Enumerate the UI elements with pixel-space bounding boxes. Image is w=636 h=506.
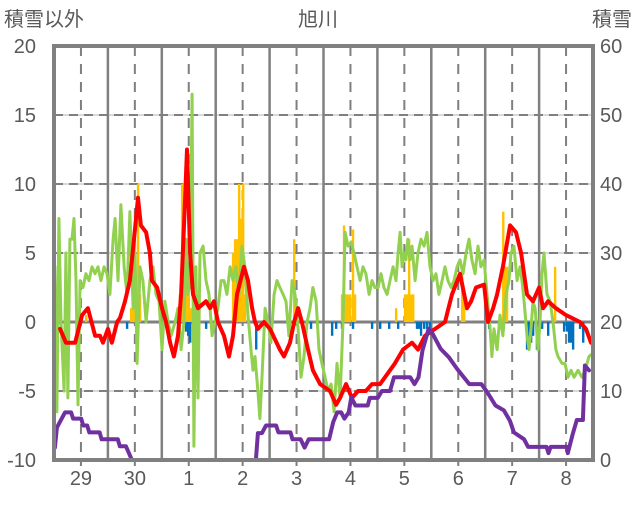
right-tick-label: 50 bbox=[600, 105, 622, 127]
negative-bar bbox=[562, 322, 566, 332]
positive-bar bbox=[189, 308, 193, 322]
positive-bar bbox=[348, 294, 352, 322]
positive-bar bbox=[351, 229, 355, 322]
plot-frame bbox=[52, 44, 595, 462]
grid bbox=[54, 46, 593, 466]
left-tick-label: 0 bbox=[25, 312, 36, 334]
right-axis-label: 積雪 bbox=[592, 8, 632, 31]
negative-bar bbox=[567, 322, 571, 343]
negative-bar bbox=[125, 322, 129, 329]
positive-bar bbox=[403, 294, 407, 322]
negative-bar bbox=[387, 322, 391, 329]
x-tick-label: 7 bbox=[507, 468, 518, 490]
negative-bar bbox=[334, 322, 338, 329]
positive-bar bbox=[237, 184, 241, 322]
negative-bar bbox=[184, 322, 188, 332]
negative-bar bbox=[330, 322, 334, 336]
positive-bar bbox=[353, 294, 357, 322]
right-tick-label: 10 bbox=[600, 381, 622, 403]
right-tick-label: 60 bbox=[600, 36, 622, 58]
x-tick-label: 8 bbox=[560, 468, 571, 490]
negative-bar bbox=[571, 322, 575, 350]
negative-bar bbox=[578, 322, 582, 329]
positive-bar bbox=[344, 294, 348, 322]
x-tick-label: 29 bbox=[70, 468, 92, 490]
left-tick-label: -5 bbox=[18, 381, 36, 403]
x-tick-label: 6 bbox=[453, 468, 464, 490]
green-series bbox=[53, 92, 594, 448]
positive-bar bbox=[233, 239, 237, 322]
left-tick-label: 5 bbox=[25, 243, 36, 265]
negative-bar bbox=[425, 322, 429, 329]
left-tick-label: -10 bbox=[7, 450, 36, 472]
negative-bar bbox=[569, 322, 573, 343]
positive-bar bbox=[292, 239, 296, 322]
x-tick-label: 3 bbox=[291, 468, 302, 490]
purple-series bbox=[52, 326, 591, 462]
negative-bar bbox=[309, 322, 313, 329]
positive-bar bbox=[85, 315, 88, 322]
negative-bar bbox=[204, 322, 208, 329]
x-tick-label: 1 bbox=[183, 468, 194, 490]
negative-bar bbox=[419, 322, 423, 336]
x-tick-label: 30 bbox=[124, 468, 146, 490]
negative-bar bbox=[370, 322, 374, 329]
x-tick-label: 2 bbox=[237, 468, 248, 490]
right-tick-label: 20 bbox=[600, 312, 622, 334]
positive-bar bbox=[129, 308, 133, 322]
positive-bar bbox=[136, 184, 140, 322]
positive-bar bbox=[553, 266, 557, 322]
negative-bar bbox=[565, 322, 569, 332]
positive-bar bbox=[412, 294, 415, 322]
left-tick-label: 20 bbox=[14, 36, 36, 58]
negative-bar bbox=[423, 322, 426, 329]
left-tick-label: 10 bbox=[14, 174, 36, 196]
left-tick-label: 15 bbox=[14, 105, 36, 127]
negative-bar bbox=[531, 322, 535, 336]
x-tick-label: 5 bbox=[399, 468, 410, 490]
x-tick-label: 4 bbox=[345, 468, 356, 490]
red-series bbox=[58, 147, 593, 407]
right-tick-label: 40 bbox=[600, 174, 622, 196]
positive-bar bbox=[187, 294, 191, 322]
negative-bar bbox=[186, 322, 190, 336]
positive-bar bbox=[346, 294, 350, 322]
left-axis-label: 積雪以外 bbox=[4, 8, 84, 31]
negative-bar bbox=[396, 322, 400, 329]
negative-bar bbox=[415, 322, 419, 329]
positive-bar bbox=[131, 308, 135, 322]
series-lines bbox=[52, 92, 594, 462]
right-tick-label: 0 bbox=[600, 450, 611, 472]
axes: 20 60 15 50 10 40 5 30 0 20 -5 10 -10 0 29 30 1 2 3 4 5 6 7 8 bbox=[7, 36, 622, 490]
negative-bar bbox=[582, 322, 585, 343]
negative-bar bbox=[351, 322, 355, 329]
negative-bar bbox=[188, 322, 192, 343]
negative-bar bbox=[255, 322, 258, 350]
negative-bar bbox=[417, 322, 421, 329]
right-tick-label: 30 bbox=[600, 243, 622, 265]
negative-bar bbox=[540, 322, 544, 329]
positive-bar bbox=[462, 294, 466, 322]
negative-bar bbox=[378, 322, 382, 329]
negative-bar bbox=[428, 322, 432, 329]
positive-bar bbox=[243, 294, 247, 322]
positive-bar bbox=[409, 294, 413, 322]
chart-title: 旭川 bbox=[298, 8, 338, 31]
positive-bar bbox=[407, 239, 411, 322]
negative-bar bbox=[546, 322, 550, 336]
positive-bar bbox=[231, 253, 235, 322]
positive-bar bbox=[394, 308, 398, 322]
positive-bar bbox=[405, 294, 409, 322]
